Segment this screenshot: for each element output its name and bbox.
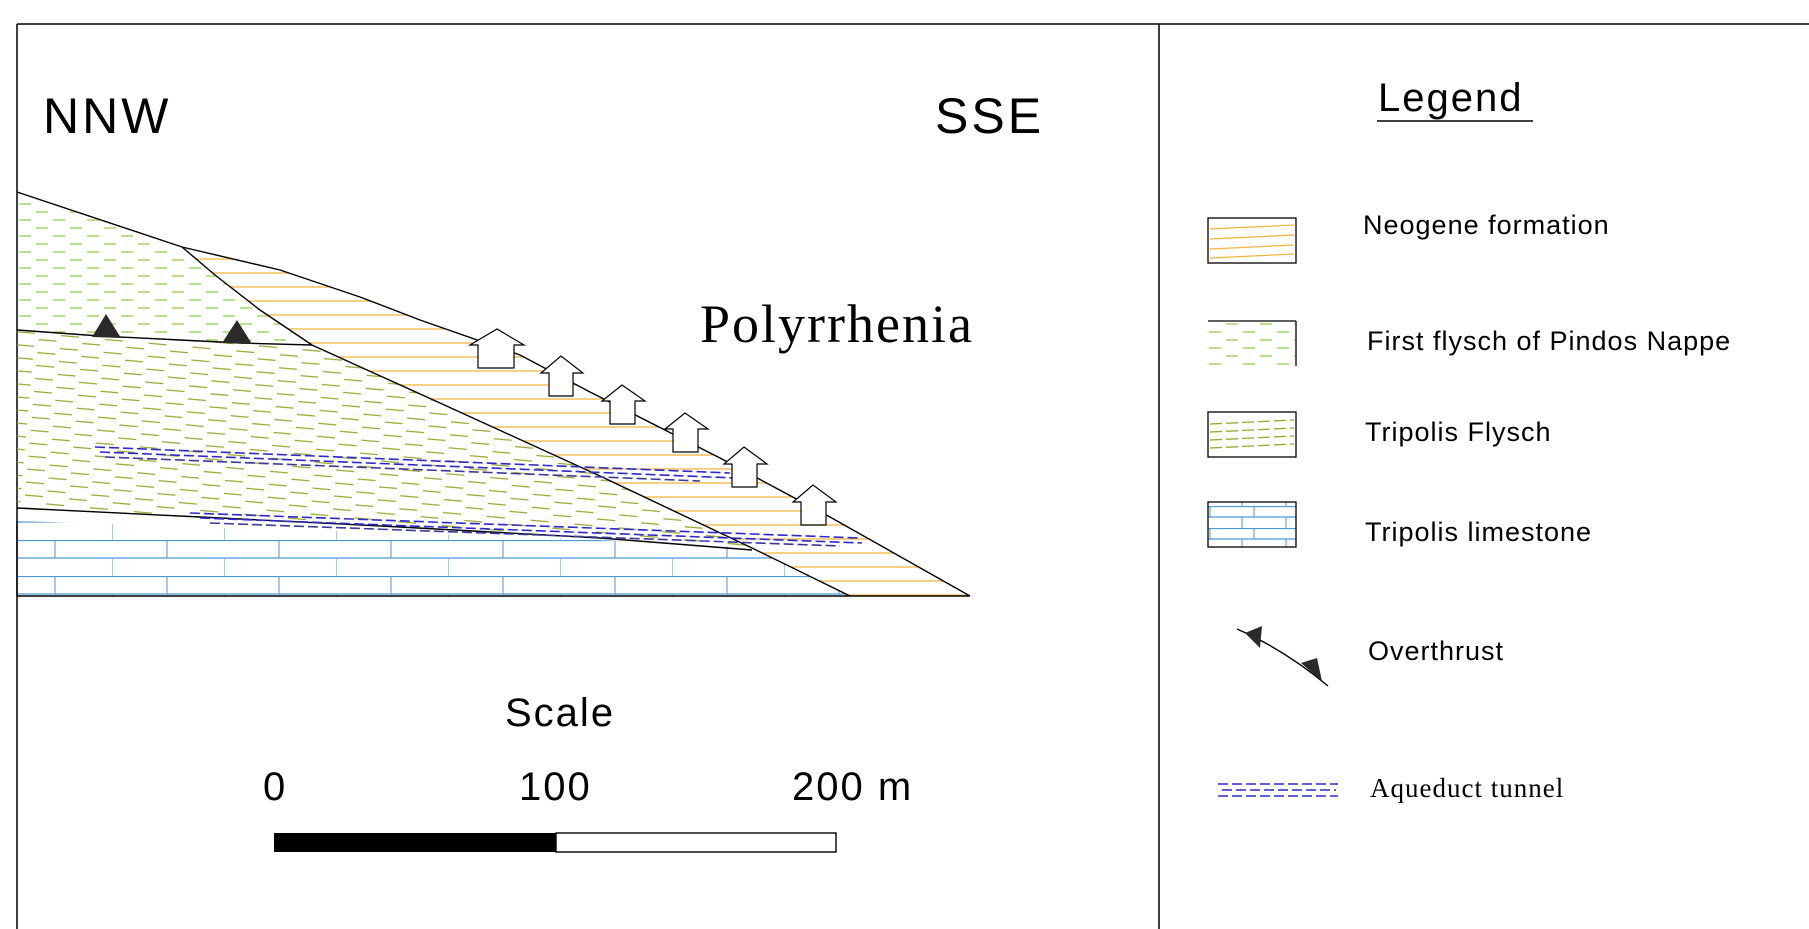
flysch-limestone-boundary: [16, 507, 753, 551]
topographic-surface: [16, 191, 971, 597]
legend-item-tripolis-limestone: Tripolis limestone: [1207, 501, 1592, 548]
direction-label-right: SSE: [935, 88, 1044, 144]
legend-label-aqueduct-tunnel: Aqueduct tunnel: [1370, 773, 1564, 803]
legend-item-tripolis-flysch: Tripolis Flysch: [1207, 411, 1552, 458]
scale-title: Scale: [505, 691, 615, 735]
legend-label-pindos-flysch: First flysch of Pindos Nappe: [1367, 326, 1731, 356]
scale-bar-filled: [274, 833, 556, 852]
place-name-label: Polyrrhenia: [700, 294, 974, 354]
scale-tick-200: 200 m: [792, 765, 913, 809]
up-arrow-icon: [600, 384, 647, 425]
uplift-arrows: [467, 328, 838, 526]
legend-item-overthrust: Overthrust: [1236, 626, 1504, 687]
legend-label-tripolis-limestone: Tripolis limestone: [1365, 517, 1592, 547]
neogene-formation-layer: [182, 247, 970, 596]
up-arrow-icon: [722, 446, 769, 488]
thrust-tooth-icon: [1301, 658, 1322, 681]
legend-item-pindos-flysch: First flysch of Pindos Nappe: [1208, 320, 1731, 366]
legend-swatch-tripolis-limestone: [1207, 501, 1297, 548]
scale-bar-empty: [555, 832, 837, 853]
legend-swatch-tripolis-flysch: [1207, 411, 1297, 458]
up-arrow-icon: [791, 484, 838, 526]
tripolis-flysch-layer: [17, 330, 752, 548]
neogene-lower-boundary: [181, 246, 851, 597]
up-arrow-icon: [539, 355, 585, 397]
legend-label-tripolis-flysch: Tripolis Flysch: [1365, 417, 1552, 447]
scale-bar: Scale 0 100 200 m: [263, 691, 913, 853]
scale-tick-100: 100: [519, 765, 592, 809]
legend-item-neogene: Neogene formation: [1207, 210, 1610, 264]
legend: Legend Neogene formation First flysch of…: [1207, 76, 1731, 803]
legend-title: Legend: [1378, 76, 1523, 120]
cross-section: NNW SSE Polyrrhenia: [16, 88, 1044, 597]
thrust-tooth: [222, 320, 252, 344]
aqueduct-tunnel-lower: [189, 512, 863, 547]
up-arrow-icon: [467, 328, 527, 369]
thrust-tooth: [92, 314, 121, 338]
overthrust-line: [16, 329, 313, 346]
legend-item-aqueduct-tunnel: Aqueduct tunnel: [1218, 773, 1564, 803]
tripolis-limestone-layer: [17, 521, 850, 596]
direction-label-left: NNW: [43, 88, 171, 144]
legend-swatch-aqueduct-tunnel: [1218, 783, 1338, 797]
pindos-flysch-layer: [17, 192, 312, 345]
legend-label-neogene: Neogene formation: [1363, 210, 1610, 240]
up-arrow-icon: [663, 412, 710, 453]
thrust-tooth-icon: [1245, 626, 1262, 648]
legend-label-overthrust: Overthrust: [1368, 636, 1504, 666]
scale-tick-0: 0: [263, 765, 285, 809]
aqueduct-tunnel-upper: [94, 446, 736, 482]
legend-swatch-pindos-flysch: [1209, 322, 1295, 366]
